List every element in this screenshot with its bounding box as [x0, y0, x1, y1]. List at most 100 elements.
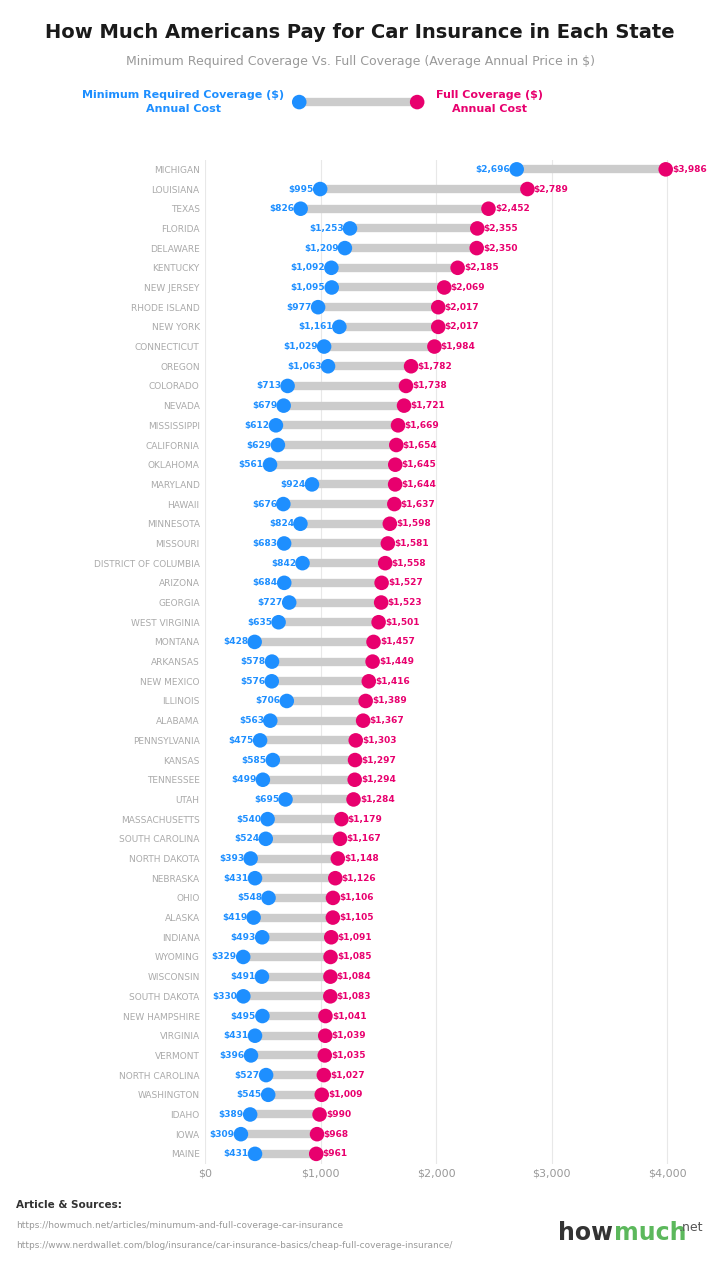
- Text: $495: $495: [231, 1012, 256, 1021]
- Text: $1,027: $1,027: [330, 1071, 365, 1079]
- Point: [277, 494, 289, 514]
- Point: [433, 316, 444, 337]
- Text: $576: $576: [240, 676, 266, 685]
- Point: [249, 1026, 261, 1046]
- Point: [327, 907, 338, 928]
- Point: [262, 809, 274, 829]
- Point: [411, 92, 423, 112]
- Point: [375, 592, 387, 612]
- Text: $1,009: $1,009: [328, 1090, 363, 1100]
- Text: $679: $679: [252, 401, 277, 410]
- Point: [261, 1065, 272, 1086]
- Text: Minimum Required Coverage Vs. Full Coverage (Average Annual Price in $): Minimum Required Coverage Vs. Full Cover…: [125, 55, 595, 68]
- Point: [280, 790, 292, 810]
- Text: $1,209: $1,209: [304, 244, 338, 253]
- Point: [330, 868, 341, 888]
- Point: [235, 1124, 247, 1145]
- Text: $727: $727: [258, 598, 283, 607]
- Point: [323, 356, 334, 376]
- Text: $629: $629: [246, 440, 271, 449]
- Point: [339, 237, 351, 258]
- Text: $995: $995: [289, 185, 314, 194]
- Point: [382, 533, 394, 554]
- Point: [482, 199, 494, 219]
- Point: [660, 160, 672, 180]
- Text: $561: $561: [238, 461, 264, 470]
- Point: [278, 396, 289, 416]
- Point: [256, 1005, 268, 1026]
- Point: [344, 218, 356, 239]
- Text: $2,789: $2,789: [534, 185, 569, 194]
- Point: [348, 790, 359, 810]
- Point: [327, 888, 338, 909]
- Text: Article & Sources:: Article & Sources:: [16, 1199, 122, 1210]
- Point: [349, 750, 361, 771]
- Text: $1,782: $1,782: [418, 362, 452, 371]
- Text: $2,355: $2,355: [484, 223, 518, 234]
- Text: $1,083: $1,083: [337, 991, 372, 1000]
- Text: $1,598: $1,598: [396, 519, 431, 528]
- Point: [260, 828, 271, 849]
- Point: [433, 297, 444, 318]
- Point: [262, 1085, 274, 1105]
- Text: $585: $585: [241, 755, 266, 764]
- Point: [310, 1143, 322, 1164]
- Point: [334, 828, 346, 849]
- Text: .net: .net: [679, 1221, 703, 1234]
- Text: $1,063: $1,063: [287, 362, 322, 371]
- Text: much: much: [614, 1221, 687, 1244]
- Text: how: how: [558, 1221, 613, 1244]
- Text: $1,105: $1,105: [339, 914, 374, 923]
- Text: $578: $578: [240, 657, 266, 666]
- Text: How Much Americans Pay for Car Insurance in Each State: How Much Americans Pay for Car Insurance…: [45, 23, 675, 42]
- Text: $1,389: $1,389: [372, 697, 407, 706]
- Text: $1,449: $1,449: [379, 657, 414, 666]
- Text: $968: $968: [323, 1129, 348, 1138]
- Point: [390, 454, 401, 475]
- Point: [472, 218, 483, 239]
- Point: [316, 1085, 328, 1105]
- Text: $1,501: $1,501: [385, 618, 420, 627]
- Text: $684: $684: [253, 578, 278, 587]
- Text: $309: $309: [210, 1129, 235, 1138]
- Text: $1,179: $1,179: [348, 814, 382, 823]
- Point: [273, 612, 284, 633]
- Point: [311, 1124, 323, 1145]
- Text: $713: $713: [256, 382, 282, 390]
- Text: $1,092: $1,092: [290, 263, 325, 272]
- Text: $491: $491: [230, 972, 256, 981]
- Point: [471, 237, 482, 258]
- Point: [306, 475, 318, 495]
- Text: $431: $431: [223, 874, 248, 883]
- Text: $990: $990: [326, 1110, 351, 1119]
- Point: [248, 907, 259, 928]
- Text: $1,644: $1,644: [402, 480, 436, 489]
- Text: $431: $431: [223, 1150, 248, 1159]
- Text: $1,253: $1,253: [309, 223, 343, 234]
- Text: $1,558: $1,558: [392, 559, 426, 568]
- Text: Full Coverage ($)
Annual Cost: Full Coverage ($) Annual Cost: [436, 91, 543, 114]
- Point: [249, 1143, 261, 1164]
- Text: $1,084: $1,084: [337, 972, 372, 981]
- Point: [325, 947, 336, 967]
- Text: $524: $524: [234, 835, 259, 843]
- Point: [326, 277, 338, 297]
- Text: https://www.nerdwallet.com/blog/insurance/car-insurance-basics/cheap-full-covera: https://www.nerdwallet.com/blog/insuranc…: [16, 1242, 452, 1250]
- Text: https://howmuch.net/articles/minumum-and-full-coverage-car-insurance: https://howmuch.net/articles/minumum-and…: [16, 1221, 343, 1230]
- Point: [319, 1045, 330, 1065]
- Text: $330: $330: [212, 991, 237, 1000]
- Text: $393: $393: [219, 854, 244, 863]
- Text: $499: $499: [231, 776, 256, 785]
- Point: [315, 179, 326, 199]
- Text: $1,106: $1,106: [339, 893, 374, 902]
- Text: $1,721: $1,721: [410, 401, 445, 410]
- Text: $1,645: $1,645: [402, 461, 436, 470]
- Point: [294, 92, 305, 112]
- Point: [390, 435, 402, 456]
- Point: [263, 888, 274, 909]
- Point: [368, 632, 379, 652]
- Point: [350, 730, 361, 750]
- Point: [373, 612, 384, 633]
- Point: [295, 199, 307, 219]
- Point: [336, 809, 347, 829]
